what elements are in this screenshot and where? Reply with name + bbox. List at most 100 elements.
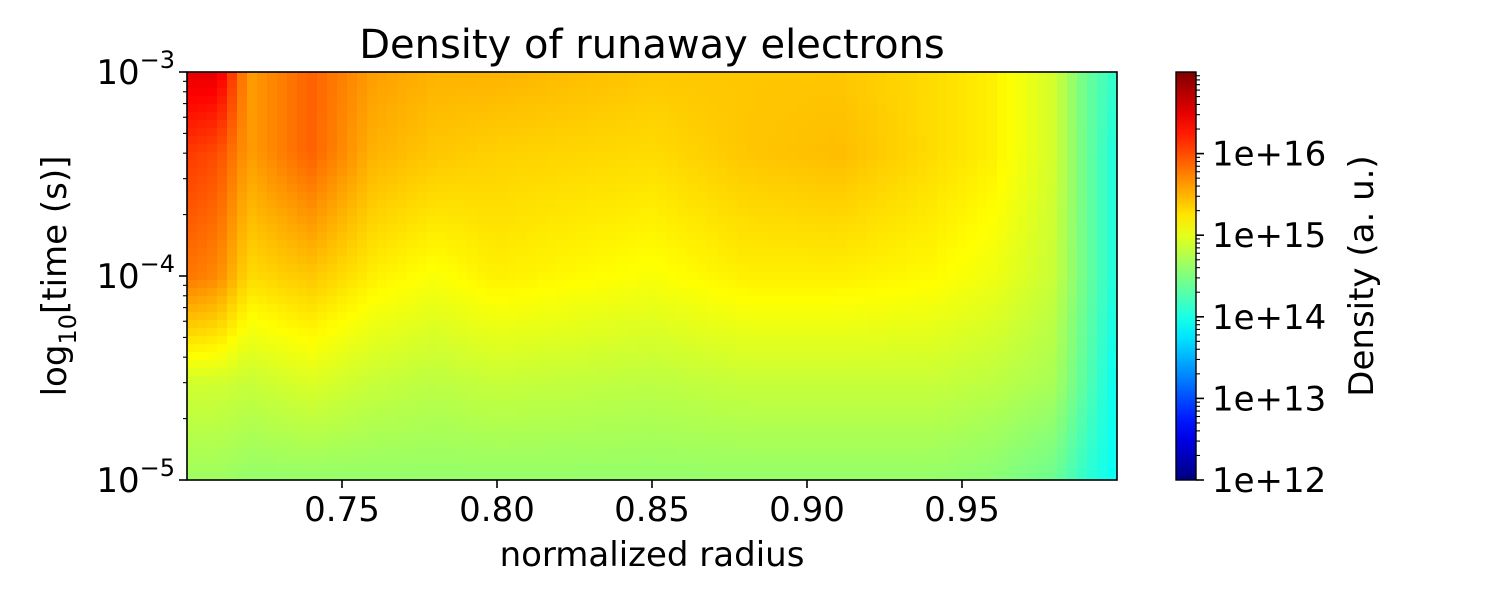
heatmap-cell — [627, 432, 638, 441]
heatmap-cell — [267, 176, 278, 185]
heatmap-cell — [897, 112, 908, 121]
heatmap-cell — [207, 208, 218, 217]
heatmap-cell — [1047, 144, 1058, 153]
heatmap-cell — [757, 72, 768, 81]
heatmap-cell — [407, 248, 418, 257]
heatmap-cell — [927, 392, 938, 401]
heatmap-cell — [387, 72, 398, 81]
heatmap-cell — [907, 176, 918, 185]
heatmap-cell — [897, 72, 908, 81]
heatmap-cell — [377, 120, 388, 129]
heatmap-cell — [777, 200, 788, 209]
heatmap-cell — [617, 360, 628, 369]
heatmap-cell — [247, 216, 258, 225]
heatmap-cell — [467, 272, 478, 281]
heatmap-cell — [917, 376, 928, 385]
heatmap-cell — [877, 376, 888, 385]
heatmap-cell — [537, 312, 548, 321]
heatmap-cell — [357, 224, 368, 233]
heatmap-cell — [877, 104, 888, 113]
heatmap-cell — [917, 168, 928, 177]
heatmap-cell — [797, 96, 808, 105]
heatmap-cell — [967, 248, 978, 257]
heatmap-cell — [537, 232, 548, 241]
heatmap-cell — [767, 152, 778, 161]
heatmap-cell — [617, 392, 628, 401]
heatmap-cell — [477, 144, 488, 153]
heatmap-cell — [337, 112, 348, 121]
heatmap-cell — [207, 408, 218, 417]
heatmap-cell — [577, 376, 588, 385]
heatmap-cell — [857, 152, 868, 161]
heatmap-cell — [577, 144, 588, 153]
heatmap-cell — [537, 136, 548, 145]
heatmap-cell — [407, 464, 418, 473]
heatmap-cell — [947, 400, 958, 409]
heatmap-cell — [367, 464, 378, 473]
heatmap-cell — [527, 296, 538, 305]
heatmap-cell — [197, 240, 208, 249]
heatmap-cell — [187, 280, 198, 289]
heatmap-cell — [297, 192, 308, 201]
heatmap-cell — [217, 200, 228, 209]
heatmap-cell — [437, 408, 448, 417]
heatmap-cell — [667, 136, 678, 145]
heatmap-cell — [967, 376, 978, 385]
heatmap-cell — [187, 152, 198, 161]
heatmap-cell — [277, 232, 288, 241]
heatmap-cell — [867, 384, 878, 393]
heatmap-cell — [897, 96, 908, 105]
heatmap-cell — [417, 384, 428, 393]
heatmap-cell — [327, 120, 338, 129]
heatmap-cell — [787, 136, 798, 145]
heatmap-cell — [347, 136, 358, 145]
heatmap-cell — [617, 264, 628, 273]
heatmap-cell — [867, 272, 878, 281]
heatmap-cell — [857, 336, 868, 345]
heatmap-cell — [1017, 216, 1028, 225]
heatmap-cell — [1087, 368, 1098, 377]
heatmap-cell — [417, 72, 428, 81]
heatmap-cell — [917, 120, 928, 129]
heatmap-cell — [937, 216, 948, 225]
heatmap-cell — [1087, 120, 1098, 129]
heatmap-cell — [377, 280, 388, 289]
heatmap-cell — [597, 120, 608, 129]
heatmap-cell — [687, 360, 698, 369]
heatmap-cell — [927, 456, 938, 465]
heatmap-cell — [957, 304, 968, 313]
heatmap-cell — [867, 160, 878, 169]
heatmap-cell — [1077, 160, 1088, 169]
heatmap-cell — [437, 288, 448, 297]
heatmap-cell — [357, 344, 368, 353]
heatmap-cell — [357, 216, 368, 225]
heatmap-cell — [327, 168, 338, 177]
heatmap-cell — [917, 272, 928, 281]
heatmap-cell — [1027, 104, 1038, 113]
heatmap-cell — [447, 328, 458, 337]
heatmap-cell — [377, 248, 388, 257]
heatmap-cell — [197, 392, 208, 401]
heatmap-cell — [337, 464, 348, 473]
heatmap-cell — [807, 96, 818, 105]
heatmap-cell — [667, 176, 678, 185]
heatmap-cell — [917, 232, 928, 241]
heatmap-cell — [507, 360, 518, 369]
heatmap-cell — [1097, 352, 1108, 361]
heatmap-cell — [907, 320, 918, 329]
heatmap-cell — [287, 96, 298, 105]
heatmap-cell — [667, 312, 678, 321]
heatmap-cell — [247, 280, 258, 289]
heatmap-cell — [457, 200, 468, 209]
heatmap-cell — [1017, 88, 1028, 97]
heatmap-cell — [187, 336, 198, 345]
heatmap-cell — [687, 248, 698, 257]
heatmap-cell — [537, 328, 548, 337]
heatmap-cell — [577, 72, 588, 81]
heatmap-cell — [687, 472, 698, 480]
heatmap-cell — [587, 368, 598, 377]
heatmap-cell — [1057, 208, 1068, 217]
heatmap-cell — [1087, 440, 1098, 449]
heatmap-cell — [1037, 408, 1048, 417]
heatmap-cell — [907, 160, 918, 169]
